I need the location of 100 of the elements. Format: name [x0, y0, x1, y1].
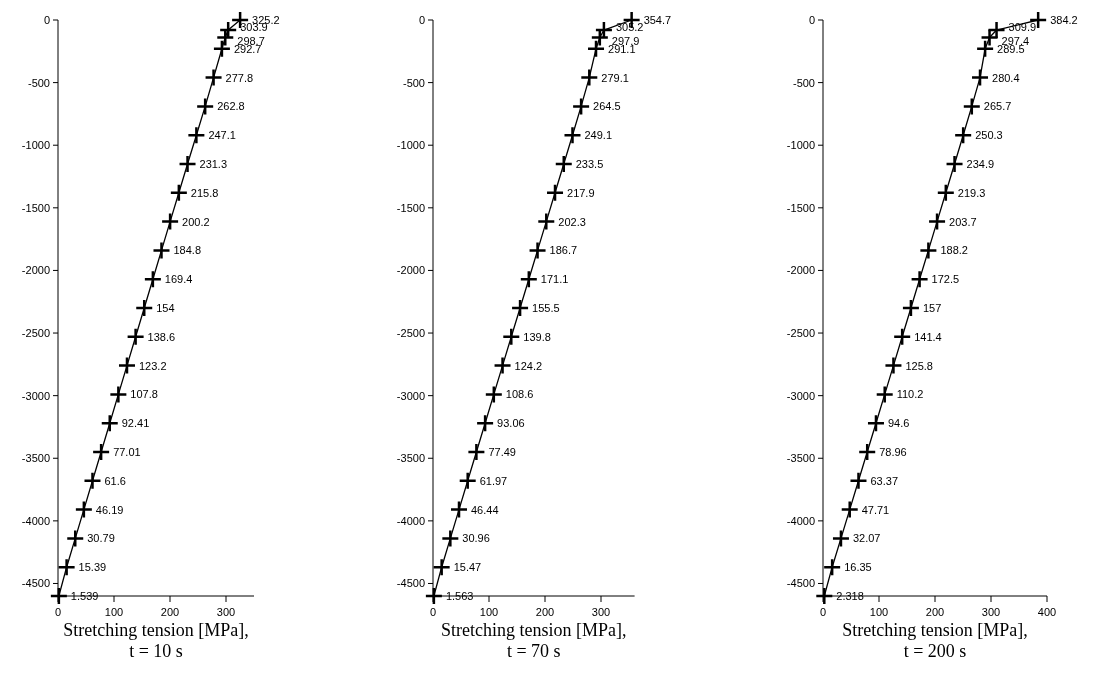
y-tick-label: 0 — [808, 14, 815, 26]
x-tick-label: 300 — [981, 606, 1001, 618]
data-label: 107.8 — [130, 388, 158, 401]
data-label: 16.35 — [844, 561, 872, 574]
x-tick-label: 0 — [429, 606, 437, 618]
y-tick-label: 0 — [43, 14, 50, 26]
data-label: 169.4 — [164, 273, 193, 286]
data-label: 92.41 — [121, 417, 150, 430]
x-tick-label: 100 — [869, 606, 889, 618]
y-tick-label: -4000 — [21, 514, 50, 527]
x-tick-label: 300 — [216, 606, 236, 618]
x-tick-label: 200 — [160, 606, 180, 618]
x-axis-title: Stretching tension [MPa], t = 70 s — [441, 620, 627, 661]
data-label: 280.4 — [992, 71, 1020, 84]
x-tick-label: 0 — [819, 606, 827, 618]
data-label: 233.5 — [575, 158, 604, 170]
data-label: 125.8 — [905, 359, 933, 372]
data-label: 30.79 — [87, 532, 115, 545]
y-tick-label: -2500 — [396, 327, 425, 340]
y-tick-label: -3000 — [21, 389, 50, 402]
data-label: 15.39 — [78, 561, 107, 574]
y-tick-label: -2500 — [21, 327, 50, 340]
y-tick-label: -500 — [792, 76, 815, 89]
data-label: 110.2 — [896, 388, 924, 401]
data-label: 78.96 — [879, 446, 907, 458]
data-label: 47.71 — [861, 503, 890, 516]
data-label: 1.539 — [70, 590, 99, 602]
x-tick-label: 300 — [591, 606, 611, 618]
y-tick-label: -3000 — [786, 389, 815, 402]
y-tick-label: -2000 — [396, 264, 425, 277]
data-label: 124.2 — [514, 359, 543, 372]
data-label: 279.1 — [601, 71, 629, 84]
data-label: 155.5 — [532, 302, 560, 314]
data-label: 219.3 — [957, 186, 986, 199]
data-label: 93.06 — [497, 417, 525, 430]
y-tick-label: -1000 — [786, 139, 815, 152]
data-label: 61.6 — [104, 474, 126, 487]
data-label: 298.7 — [237, 34, 265, 47]
x-tick-label: 100 — [104, 606, 124, 618]
data-label: 354.7 — [643, 14, 672, 26]
data-label: 108.6 — [505, 388, 534, 401]
y-tick-label: -4500 — [21, 577, 50, 590]
data-label: 264.5 — [593, 100, 621, 113]
data-label: 123.2 — [138, 359, 167, 372]
x-axis-title: Stretching tension [MPa], t = 200 s — [842, 620, 1028, 661]
data-label: 384.2 — [1050, 14, 1078, 26]
data-label: 77.01 — [113, 446, 141, 458]
y-tick-label: -500 — [402, 76, 425, 89]
data-label: 32.07 — [852, 532, 881, 545]
data-label: 200.2 — [182, 215, 210, 228]
y-tick-label: -3500 — [786, 452, 815, 465]
data-label: 277.8 — [225, 71, 254, 84]
data-label: 186.7 — [549, 244, 578, 257]
data-label: 15.47 — [453, 561, 482, 574]
data-label: 61.97 — [479, 474, 508, 487]
data-label: 188.2 — [940, 244, 968, 257]
data-label: 138.6 — [147, 330, 176, 343]
data-label: 77.49 — [488, 446, 516, 458]
data-label: 30.96 — [462, 532, 490, 545]
data-label: 2.318 — [836, 590, 864, 602]
data-label: 171.1 — [540, 273, 569, 286]
y-tick-label: 0 — [418, 14, 425, 26]
y-tick-label: -2500 — [786, 327, 815, 340]
data-label: 141.4 — [914, 330, 942, 343]
y-tick-label: -1000 — [21, 139, 50, 152]
y-tick-label: -4500 — [396, 577, 425, 590]
data-label: 139.8 — [523, 330, 551, 343]
x-tick-label: 400 — [1037, 606, 1057, 618]
y-tick-label: -3500 — [396, 452, 425, 465]
y-tick-label: -4000 — [786, 514, 815, 527]
y-tick-label: -2000 — [21, 264, 50, 277]
y-tick-label: -4500 — [786, 577, 815, 590]
y-tick-label: -1500 — [786, 201, 815, 214]
x-tick-label: 200 — [535, 606, 555, 618]
y-tick-label: -4000 — [396, 514, 425, 527]
y-tick-label: -1500 — [21, 201, 50, 214]
data-label: 46.19 — [95, 503, 124, 516]
data-label: 203.7 — [949, 215, 977, 228]
x-tick-label: 100 — [479, 606, 499, 618]
data-label: 202.3 — [558, 215, 586, 228]
data-label: 63.37 — [870, 474, 899, 487]
x-axis-title: Stretching tension [MPa], t = 10 s — [63, 620, 249, 661]
y-tick-label: -1500 — [396, 201, 425, 214]
data-label: 249.1 — [584, 129, 613, 142]
data-label: 154 — [156, 302, 175, 314]
data-label: 184.8 — [173, 244, 202, 257]
data-label: 265.7 — [983, 100, 1012, 113]
y-tick-label: -2000 — [786, 264, 815, 277]
y-tick-label: -1000 — [396, 139, 425, 152]
data-label: 46.44 — [471, 503, 499, 516]
data-label: 217.9 — [567, 186, 595, 199]
data-label: 157 — [922, 302, 942, 314]
data-label: 297.9 — [611, 34, 640, 47]
data-label: 172.5 — [931, 273, 960, 286]
data-label: 231.3 — [199, 158, 228, 170]
x-tick-label: 0 — [54, 606, 62, 618]
data-label: 215.8 — [190, 186, 219, 199]
y-tick-label: -3000 — [396, 389, 425, 402]
y-tick-label: -500 — [27, 76, 50, 89]
y-tick-label: -3500 — [21, 452, 50, 465]
